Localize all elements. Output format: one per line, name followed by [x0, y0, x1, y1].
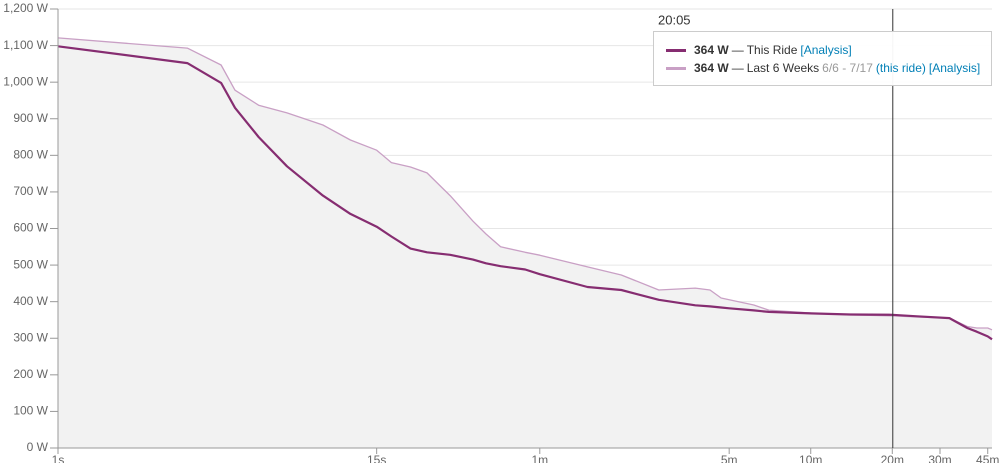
y-tick-label: 100 W: [13, 404, 48, 418]
legend-item: 364 W — Last 6 Weeks 6/6 - 7/17 (this ride)[…: [666, 59, 991, 77]
legend-swatch: [666, 48, 686, 52]
x-tick-label: 20m: [881, 453, 904, 463]
x-tick-label: 45m: [976, 453, 999, 463]
legend-separator: —: [731, 61, 744, 75]
area: [58, 37, 992, 449]
y-tick-label: 900 W: [13, 111, 48, 125]
line: [57, 45, 993, 341]
legend-link[interactable]: (this ride): [875, 61, 926, 75]
y-tick-label: 800 W: [13, 148, 48, 162]
y-tick-label: 200 W: [13, 367, 48, 381]
x-tick-label: 30m: [928, 453, 951, 463]
legend-link[interactable]: [Analysis]: [800, 43, 852, 57]
legend: 364 W — This Ride [Analysis] 364 W — Last 6 We…: [653, 31, 992, 86]
legend-readout: 364 W: [694, 43, 729, 57]
legend-readout: 364 W: [694, 61, 729, 75]
y-tick-label: 1,200 W: [3, 1, 48, 15]
x-tick-label: 10m: [799, 453, 822, 463]
y-tick-label: 1,100 W: [3, 38, 48, 52]
legend-item: 364 W — This Ride [Analysis]: [666, 41, 991, 59]
legend-separator: —: [731, 43, 744, 57]
y-tick-label: 500 W: [13, 257, 48, 271]
legend-swatch: [666, 66, 686, 70]
y-tick-label: 600 W: [13, 221, 48, 235]
cursor-label: 20:05: [658, 12, 691, 27]
y-tick-label: 1,000 W: [3, 74, 48, 88]
legend-link[interactable]: [Analysis]: [928, 61, 981, 75]
x-tick-label: 15s: [367, 453, 386, 463]
y-tick-label: 0 W: [27, 440, 49, 454]
y-tick-label: 300 W: [13, 330, 48, 344]
x-tick-label: 1s: [52, 453, 65, 463]
x-tick-label: 1m: [531, 453, 548, 463]
x-tick-label: 5m: [721, 453, 738, 463]
legend-name: This Ride: [746, 43, 798, 57]
legend-dates: 6/6 - 7/17: [822, 61, 873, 75]
y-tick-label: 700 W: [13, 184, 48, 198]
legend-name: Last 6 Weeks: [746, 61, 820, 75]
y-tick-label: 400 W: [13, 294, 48, 308]
